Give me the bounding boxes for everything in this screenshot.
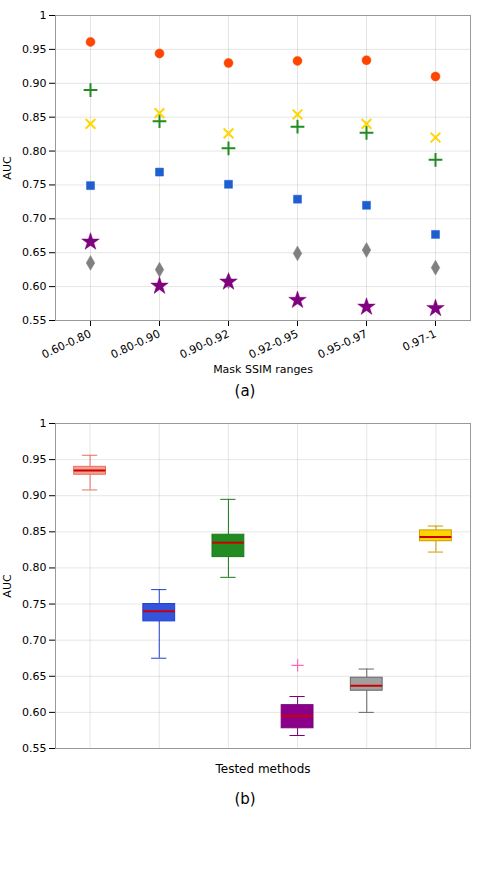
svg-text:AUC: AUC bbox=[1, 156, 14, 180]
svg-text:0.65: 0.65 bbox=[22, 246, 47, 259]
svg-text:Tested methods: Tested methods bbox=[214, 762, 310, 776]
html-text:(a): (a) bbox=[234, 382, 256, 400]
svg-text:0.85: 0.85 bbox=[22, 525, 47, 538]
svg-text:0.95: 0.95 bbox=[22, 453, 47, 466]
svg-text:0.60: 0.60 bbox=[22, 280, 47, 293]
svg-text:0.95: 0.95 bbox=[22, 43, 47, 56]
svg-text:1: 1 bbox=[40, 9, 47, 22]
svg-text:0.55: 0.55 bbox=[22, 742, 47, 755]
svg-text:0.55: 0.55 bbox=[22, 314, 47, 327]
svg-text:1: 1 bbox=[40, 417, 47, 430]
svg-text:0.60: 0.60 bbox=[22, 706, 47, 719]
svg-text:0.80: 0.80 bbox=[22, 561, 47, 574]
svg-text:AUC: AUC bbox=[1, 574, 14, 598]
svg-text:0.85: 0.85 bbox=[22, 111, 47, 124]
svg-text:0.65: 0.65 bbox=[22, 670, 47, 683]
svg-text:0.95-0.97: 0.95-0.97 bbox=[316, 327, 370, 361]
svg-text:0.80-0.90: 0.80-0.90 bbox=[109, 327, 163, 361]
svg-text:0.90-0.92: 0.90-0.92 bbox=[178, 327, 232, 361]
svg-text:0.70: 0.70 bbox=[22, 212, 47, 225]
svg-text:0.60-0.80: 0.60-0.80 bbox=[40, 327, 94, 361]
svg-text:0.90: 0.90 bbox=[22, 77, 47, 90]
svg-text:0.75: 0.75 bbox=[22, 598, 47, 611]
svg-text:0.75: 0.75 bbox=[22, 178, 47, 191]
svg-text:Mask SSIM ranges: Mask SSIM ranges bbox=[213, 363, 313, 376]
svg-text:0.97-1: 0.97-1 bbox=[401, 327, 439, 354]
svg-text:0.90: 0.90 bbox=[22, 489, 47, 502]
svg-text:0.70: 0.70 bbox=[22, 634, 47, 647]
svg-text:0.80: 0.80 bbox=[22, 145, 47, 158]
html-text:(b): (b) bbox=[234, 790, 256, 808]
svg-text:0.92-0.95: 0.92-0.95 bbox=[247, 327, 301, 361]
